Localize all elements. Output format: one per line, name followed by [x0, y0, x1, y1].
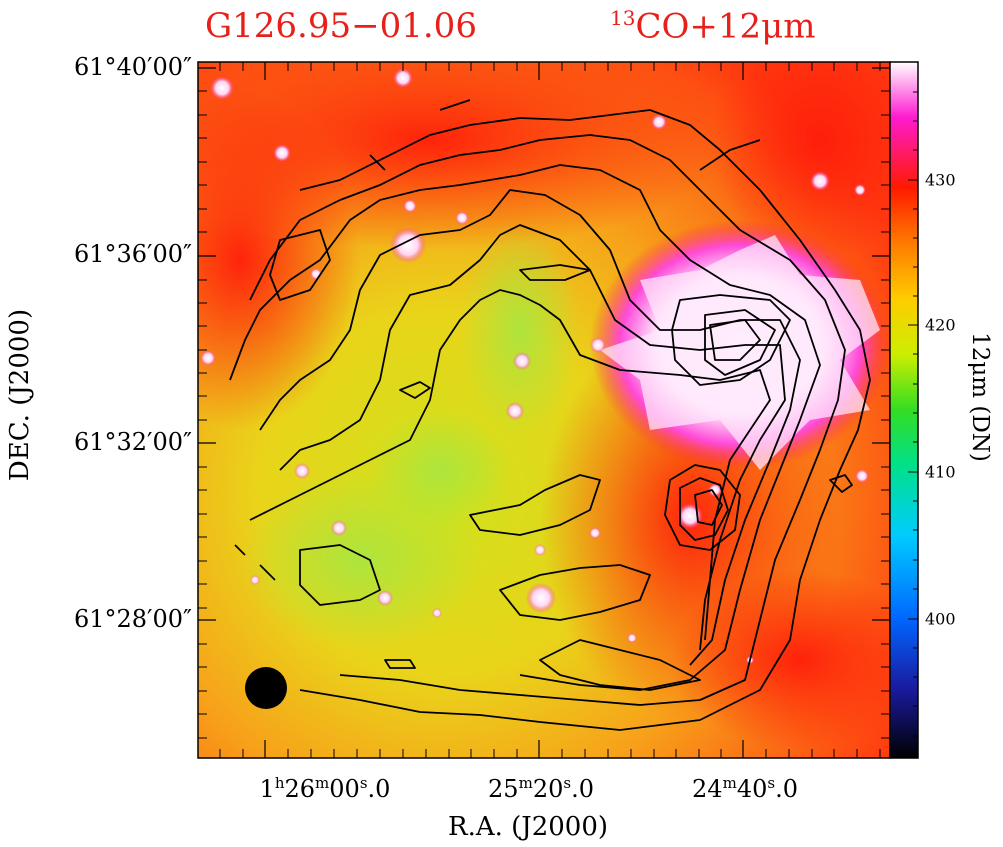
colorbar-ticks — [908, 91, 918, 737]
point-sources — [200, 68, 869, 664]
x-axis-label: R.A. (J2000) — [448, 812, 609, 842]
minor-ticks — [198, 62, 890, 758]
colorbar-label: 12μm (DN) — [967, 332, 993, 462]
intensity-map — [198, 62, 890, 758]
chart-title-left: G126.95−01.06 — [205, 6, 477, 46]
y-tick-label: 61°28′00″ — [73, 605, 192, 633]
y-tick-label: 61°36′00″ — [73, 240, 192, 268]
beam-marker — [245, 667, 287, 709]
axis-ticks — [198, 62, 890, 758]
colorbar-tick-label: 400 — [925, 609, 956, 629]
y-axis-label: DEC. (J2000) — [5, 308, 35, 482]
colorbar — [890, 62, 918, 758]
title-superscript: 13 — [610, 6, 636, 30]
x-tick-label: 1h26m00s.0 — [259, 774, 391, 803]
y-tick-label: 61°32′00″ — [73, 428, 192, 456]
colorbar-tick-label: 410 — [925, 462, 956, 482]
colorbar-tick-label: 430 — [925, 170, 956, 190]
colorbar-tick-label: 420 — [925, 315, 956, 335]
co-contours — [229, 99, 871, 731]
colorbar-frame — [889, 61, 919, 759]
y-tick-label: 61°40′00″ — [73, 53, 192, 81]
x-tick-label: 25m20s.0 — [488, 774, 594, 803]
x-tick-label: 24m40s.0 — [692, 774, 798, 803]
title-right-text: CO+12μm — [635, 6, 816, 47]
chart-title-right: 13CO+12μm — [610, 6, 815, 46]
